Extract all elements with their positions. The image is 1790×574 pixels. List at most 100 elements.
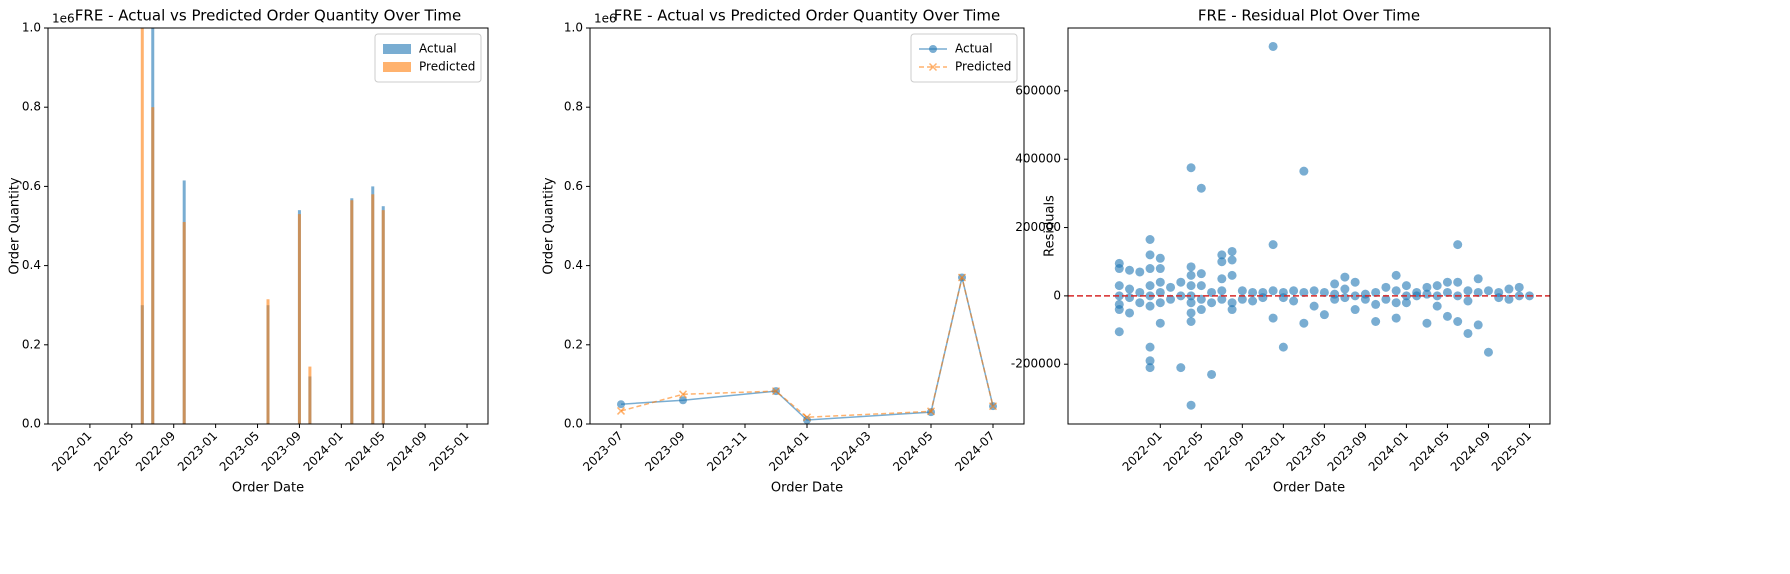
- legend-box: [910, 33, 1018, 83]
- point: [1207, 287, 1217, 297]
- point: [1442, 287, 1452, 297]
- point: [1166, 294, 1176, 304]
- legend-label: Predicted: [419, 60, 475, 74]
- point: [1268, 286, 1278, 296]
- y-tick-label: 0.4: [22, 258, 41, 272]
- point: [1422, 282, 1432, 292]
- point: [1186, 163, 1196, 173]
- point: [1289, 286, 1299, 296]
- point: [1237, 286, 1247, 296]
- point: [1248, 287, 1258, 297]
- x-tick-label: 2022-05: [1161, 429, 1206, 474]
- point: [1268, 41, 1278, 51]
- x-tick-label: 2024-09: [384, 429, 429, 474]
- y-tick-label: 0.2: [564, 337, 583, 351]
- point: [1319, 310, 1329, 320]
- x-tick-label: 2024-01: [1366, 429, 1411, 474]
- point: [1145, 356, 1155, 366]
- title: FRE - Actual vs Predicted Order Quantity…: [614, 7, 1000, 25]
- x-tick-label: 2022-01: [1120, 429, 1165, 474]
- x-tick-label: 2023-01: [175, 429, 220, 474]
- point: [1432, 301, 1442, 311]
- point: [1176, 363, 1186, 373]
- axes-frame: [1067, 27, 1551, 425]
- point: [1350, 291, 1360, 301]
- x-tick-label: 2024-03: [828, 429, 873, 474]
- point: [1145, 264, 1155, 274]
- point: [1186, 291, 1196, 301]
- legend-swatch: [383, 44, 411, 54]
- point: [1268, 240, 1278, 250]
- marker: [678, 390, 688, 399]
- point: [1155, 318, 1165, 328]
- point: [1135, 298, 1145, 308]
- marker: [679, 396, 687, 405]
- y-tick-label: 0.6: [564, 179, 583, 193]
- x-tick-label: 2023-09: [259, 429, 304, 474]
- y-tick-label: 0.0: [564, 417, 583, 431]
- point: [1473, 287, 1483, 297]
- y-tick-label: 200000: [1015, 220, 1061, 234]
- x-tick-label: 2024-05: [890, 429, 935, 474]
- x-tick-label: 2023-07: [580, 429, 625, 474]
- legend-label: Actual: [419, 42, 457, 56]
- bar: [381, 210, 385, 424]
- point: [1514, 282, 1524, 292]
- point: [1125, 265, 1135, 275]
- marker: [803, 416, 811, 424]
- point: [1217, 274, 1227, 284]
- x-tick-label: 2023-05: [1284, 429, 1329, 474]
- y-tick-label: 600000: [1015, 83, 1061, 97]
- point: [1391, 313, 1401, 323]
- y-tick-label: 1.0: [22, 21, 41, 35]
- point: [1155, 287, 1165, 297]
- point: [1196, 305, 1206, 315]
- point: [1248, 296, 1258, 306]
- legend-swatch: [383, 62, 411, 72]
- legend-marker: [929, 45, 937, 53]
- point: [1268, 313, 1278, 323]
- point: [1166, 282, 1176, 292]
- y-tick-label: 0.8: [22, 100, 41, 114]
- point: [1258, 293, 1268, 303]
- line: [620, 277, 994, 419]
- point: [1114, 281, 1124, 291]
- x-axis-label: Order Date: [232, 481, 304, 496]
- point: [1309, 286, 1319, 296]
- point: [1442, 277, 1452, 287]
- y-tick-label: 0.2: [22, 337, 41, 351]
- point: [1299, 166, 1309, 176]
- point: [1504, 284, 1514, 294]
- offset-label: 1e6: [594, 12, 617, 26]
- offset-label: 1e6: [52, 12, 75, 26]
- point: [1453, 316, 1463, 326]
- point: [1401, 298, 1411, 308]
- y-tick-label: 0.8: [564, 100, 583, 114]
- marker: [617, 400, 625, 409]
- y-tick-label: 0: [1053, 288, 1061, 302]
- point: [1186, 400, 1196, 410]
- point: [1135, 267, 1145, 277]
- axes-frame: [589, 27, 1025, 425]
- y-tick-label: 0.6: [22, 179, 41, 193]
- bar: [350, 200, 354, 424]
- point: [1176, 277, 1186, 287]
- point: [1186, 281, 1196, 291]
- point: [1217, 250, 1227, 260]
- point: [1125, 284, 1135, 294]
- y-tick-label: -200000: [1011, 357, 1061, 371]
- marker: [771, 387, 781, 396]
- point: [1473, 274, 1483, 284]
- point: [1145, 250, 1155, 260]
- point: [1186, 262, 1196, 272]
- point: [1340, 272, 1350, 282]
- y-tick-label: 1.0: [564, 21, 583, 35]
- point: [1330, 294, 1340, 304]
- point: [1196, 281, 1206, 291]
- marker: [988, 402, 998, 411]
- point: [1340, 293, 1350, 303]
- point: [1155, 277, 1165, 287]
- point: [1289, 296, 1299, 306]
- point: [1227, 298, 1237, 308]
- marker: [926, 407, 936, 416]
